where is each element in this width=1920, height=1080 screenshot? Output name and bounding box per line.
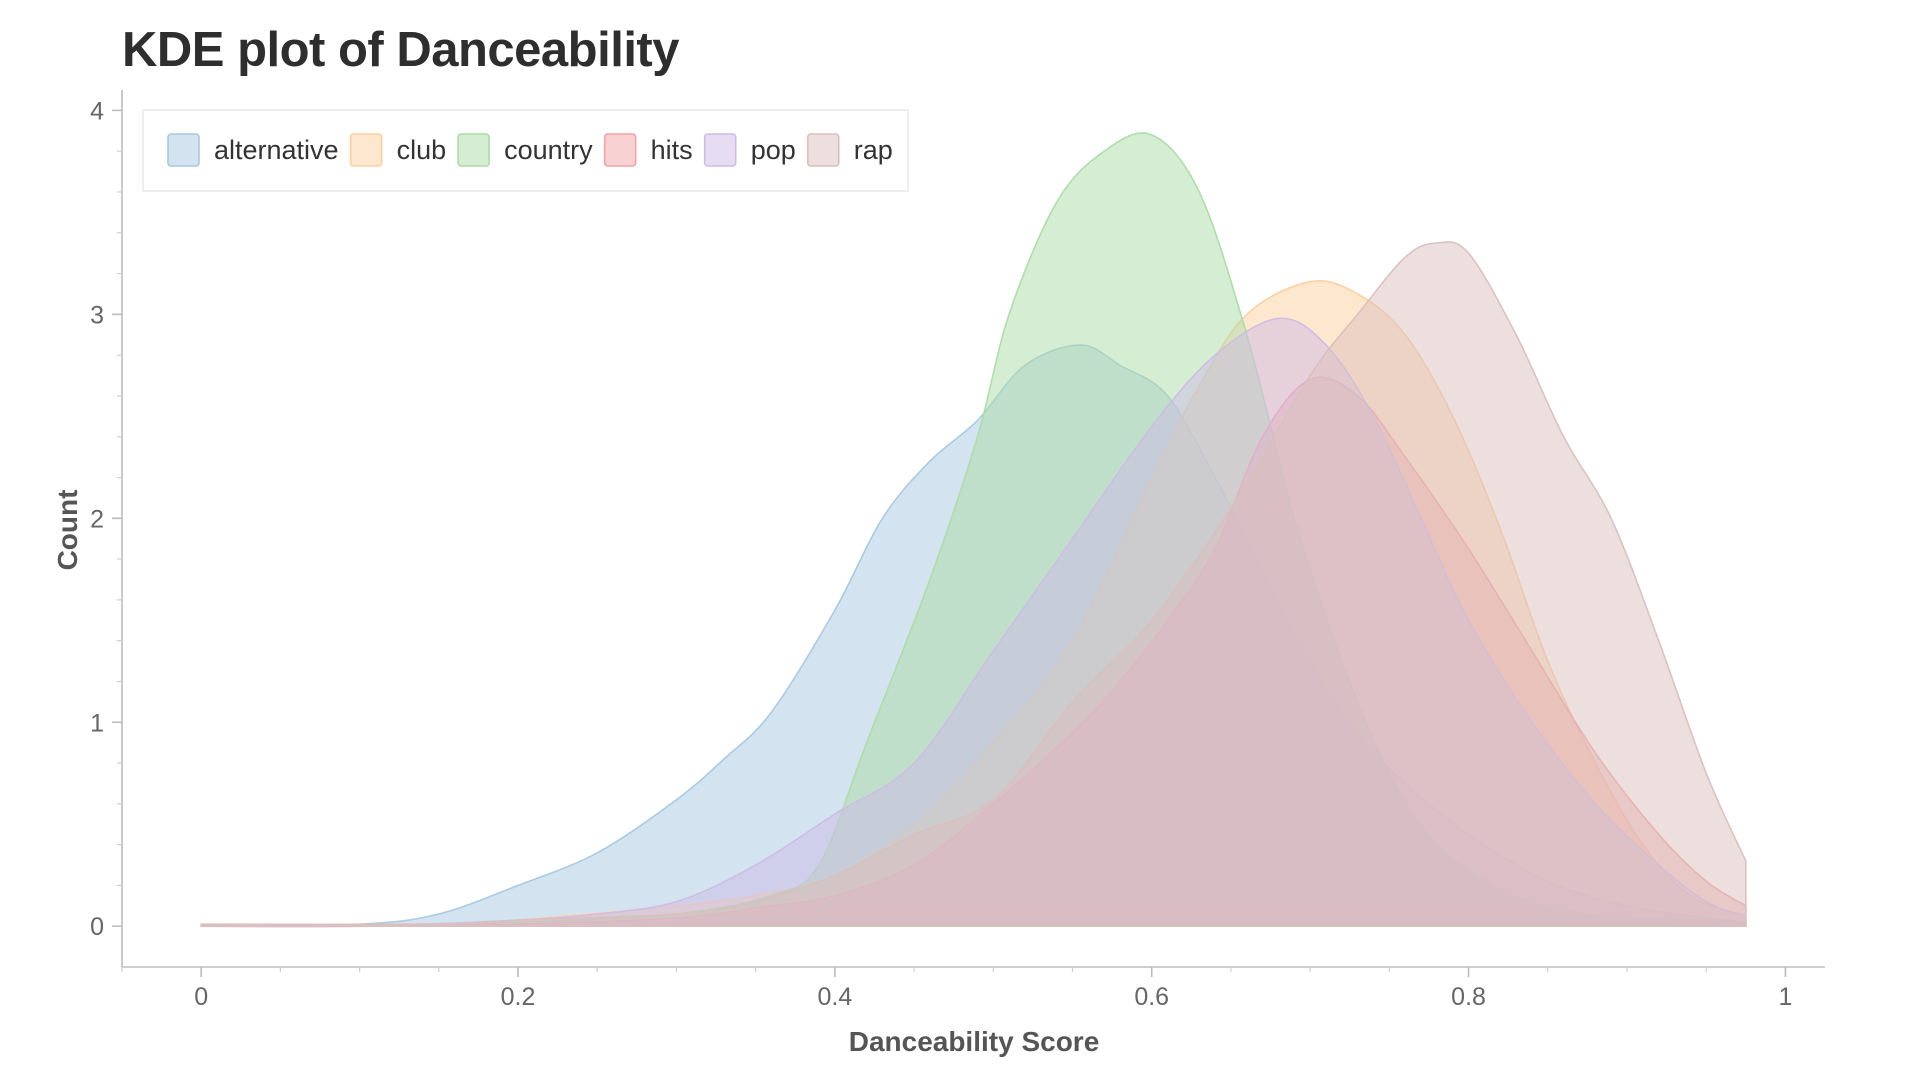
legend-swatch-country [457,133,490,167]
kde-area-rap [200,241,1747,927]
x-tick-label: 1 [1778,983,1792,1011]
x-tick-label: 0.4 [818,983,853,1011]
legend-label-club: club [397,135,447,165]
ticks: 0 0.2 0.4 0.6 0.8 1 0 1 2 3 4 [90,97,1792,1011]
density-areas [200,132,1747,928]
legend-label-alternative: alternative [214,135,339,165]
legend-label-hits: hits [651,135,693,165]
legend-label-country: country [504,135,593,165]
y-tick-label: 2 [90,505,104,533]
legend-label-pop: pop [751,135,796,165]
legend-label-rap: rap [854,135,893,165]
legend-swatch-rap [806,133,840,167]
y-tick-label: 4 [90,97,104,125]
axes [121,90,1825,968]
x-tick-label: 0.8 [1451,983,1486,1011]
legend-swatch-alternative [167,133,200,167]
x-tick-label: 0.6 [1134,983,1169,1011]
legend-swatch-club [349,133,383,167]
y-axis-title: Count [52,490,83,571]
y-tick-label: 0 [90,913,104,941]
x-tick-label: 0.2 [501,983,536,1011]
x-axis-title: Danceability Score [849,1026,1100,1057]
y-tick-label: 3 [90,301,104,329]
legend-swatch-pop [703,133,737,167]
x-tick-label: 0 [194,983,208,1011]
legend-swatch-hits [603,133,637,167]
legend: alternative club country hits pop rap [142,109,909,192]
chart-title: KDE plot of Danceability [122,23,680,77]
legend-frame [142,109,909,192]
y-tick-label: 1 [90,709,104,737]
